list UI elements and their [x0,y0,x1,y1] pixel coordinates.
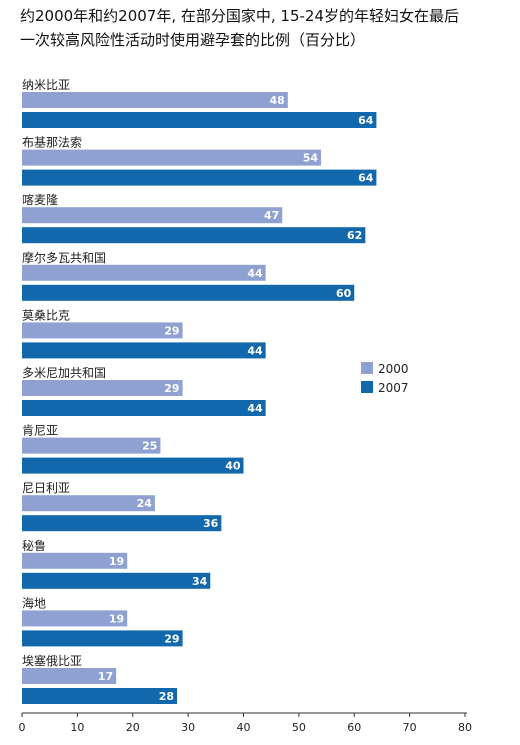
data-label: 62 [347,229,362,242]
data-label: 28 [159,690,174,703]
data-label: 40 [225,460,241,473]
category-label: 尼日利亚 [22,481,70,495]
data-label: 17 [98,670,113,683]
data-label: 60 [336,287,352,300]
legend-swatch-2007 [361,381,373,393]
legend-swatch-2000 [361,362,373,374]
category-label: 秘鲁 [22,539,46,553]
bar-2007 [22,630,183,647]
data-label: 29 [164,324,179,337]
data-label: 64 [358,172,374,185]
bar-2007 [22,112,377,128]
category-label: 摩尔多瓦共和国 [22,250,106,265]
x-tick-label: 70 [403,721,417,734]
data-label: 44 [247,344,263,357]
bar-2007 [22,572,211,589]
category-label: 埃塞俄比亚 [22,653,82,668]
bar-2000 [22,149,322,166]
category-label: 海地 [22,595,46,610]
data-label: 48 [269,94,284,107]
x-tick-label: 10 [70,721,84,734]
bar-2007 [22,284,355,301]
x-tick-label: 30 [181,721,195,734]
bar-2000 [22,552,128,569]
bar-2007 [22,227,366,244]
bar-2007 [22,457,244,474]
chart-title-line-2: 一次较高风险性活动时使用避孕套的比例（百分比） [20,31,366,49]
legend-label: 2007 [378,381,409,395]
bar-2007 [22,400,266,416]
data-label: 64 [358,114,374,127]
bar-2000 [22,610,128,627]
data-label: 54 [303,152,319,165]
category-label: 多米尼加共和国 [22,366,106,380]
data-label: 29 [164,632,179,645]
x-tick-label: 60 [347,721,361,734]
data-label: 25 [142,440,157,453]
bar-2000 [22,668,117,684]
bar-2000 [22,322,183,339]
x-tick-label: 40 [237,721,251,734]
data-label: 29 [164,382,179,395]
bar-2000 [22,207,283,224]
bar-2000 [22,92,288,108]
category-label: 莫桑比克 [22,308,70,322]
data-label: 47 [264,209,279,222]
data-label: 36 [203,517,219,530]
bar-2007 [22,515,222,532]
bar-2007 [22,169,377,186]
bar-2007 [22,688,178,704]
data-label: 19 [109,555,124,568]
x-tick-label: 0 [19,721,26,734]
bar-2000 [22,495,155,512]
category-label: 布基那法索 [22,136,82,150]
x-tick-label: 50 [292,721,306,734]
legend-label: 2000 [378,362,409,376]
data-label: 24 [137,497,153,510]
data-label: 44 [247,402,263,415]
data-label: 44 [247,267,263,280]
x-tick-label: 20 [126,721,140,734]
bar-2007 [22,342,266,359]
x-tick-label: 80 [458,721,472,734]
data-label: 34 [192,575,208,588]
category-label: 喀麦隆 [22,192,58,207]
category-label: 肯尼亚 [22,424,58,438]
bar-2000 [22,380,183,396]
category-label: 纳米比亚 [22,78,70,92]
chart-title-line-1: 约2000年和约2007年, 在部分国家中, 15-24岁的年轻妇女在最后 [20,7,460,25]
data-label: 19 [109,612,124,625]
bar-2000 [22,437,161,454]
bar-2000 [22,264,266,281]
